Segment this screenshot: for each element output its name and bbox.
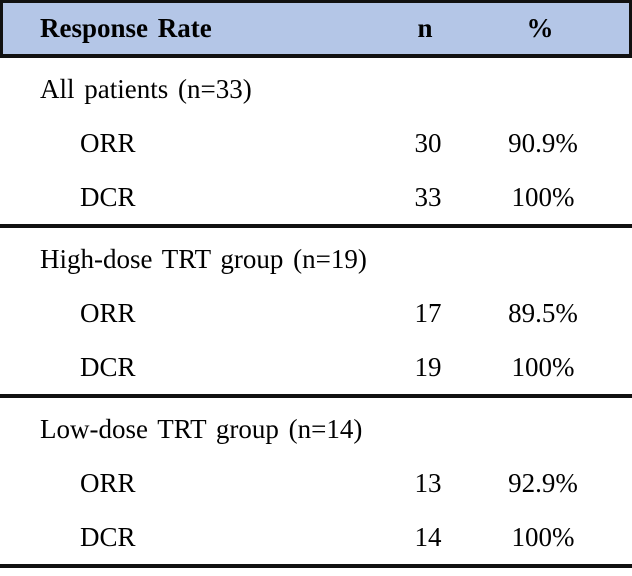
row-n-value: 30 [414, 127, 442, 158]
header-n: n [417, 13, 433, 43]
row-n-value: 13 [414, 467, 442, 498]
header-percent: % [526, 13, 554, 43]
row-label: DCR [80, 521, 136, 552]
row-pct-value: 90.9% [508, 127, 578, 158]
section-divider [0, 394, 632, 398]
header-response-rate: Response Rate [40, 13, 212, 43]
table-row-dcr: DCR 33 100% [0, 170, 632, 224]
table-row-dcr: DCR 19 100% [0, 340, 632, 394]
section-all-patients: All patients (n=33) ORR 30 90.9% DCR 33 … [0, 58, 632, 224]
row-n-value: 17 [414, 297, 442, 328]
table-row-orr: ORR 17 89.5% [0, 286, 632, 340]
row-n-value: 14 [414, 521, 442, 552]
table-row-dcr: DCR 14 100% [0, 510, 632, 564]
row-n-value: 19 [414, 351, 442, 382]
row-pct-value: 92.9% [508, 467, 578, 498]
table-bottom-border [0, 564, 632, 568]
row-n-value: 33 [414, 181, 442, 212]
row-pct-value: 89.5% [508, 297, 578, 328]
table-row-orr: ORR 13 92.9% [0, 456, 632, 510]
table-row-orr: ORR 30 90.9% [0, 116, 632, 170]
group-row-low-dose: Low-dose TRT group (n=14) [0, 402, 632, 456]
group-label: Low-dose TRT group (n=14) [40, 413, 363, 444]
row-label: DCR [80, 181, 136, 212]
table-header-row: Response Rate n % [0, 0, 632, 58]
row-label: ORR [80, 467, 136, 498]
row-pct-value: 100% [511, 521, 575, 552]
group-label: High-dose TRT group (n=19) [40, 243, 367, 274]
row-pct-value: 100% [511, 351, 575, 382]
section-low-dose: Low-dose TRT group (n=14) ORR 13 92.9% D… [0, 398, 632, 564]
group-label: All patients (n=33) [40, 73, 252, 104]
row-pct-value: 100% [511, 181, 575, 212]
row-label: ORR [80, 127, 136, 158]
group-row-all-patients: All patients (n=33) [0, 62, 632, 116]
section-high-dose: High-dose TRT group (n=19) ORR 17 89.5% … [0, 228, 632, 394]
group-row-high-dose: High-dose TRT group (n=19) [0, 232, 632, 286]
row-label: ORR [80, 297, 136, 328]
section-divider [0, 224, 632, 228]
row-label: DCR [80, 351, 136, 382]
